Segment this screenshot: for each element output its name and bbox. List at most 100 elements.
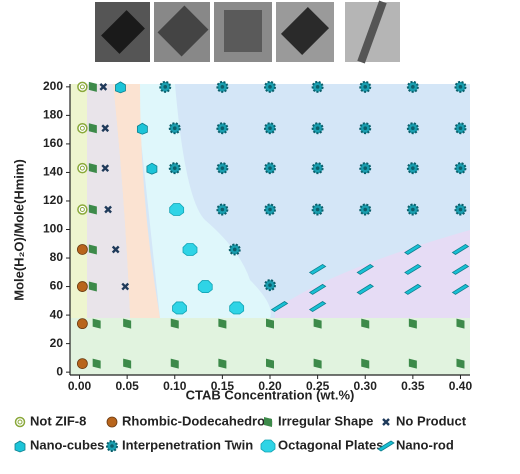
y-tick-label: 200 bbox=[43, 79, 63, 93]
point bbox=[172, 301, 187, 315]
point bbox=[264, 162, 276, 175]
point bbox=[406, 80, 419, 93]
x-axis-title: CTAB Concentration (wt.%) bbox=[186, 387, 355, 402]
marker-part bbox=[88, 123, 97, 134]
marker-part bbox=[76, 281, 88, 292]
point bbox=[123, 358, 132, 369]
marker-part bbox=[92, 318, 101, 329]
point bbox=[264, 203, 276, 216]
point bbox=[111, 245, 120, 254]
point bbox=[92, 318, 101, 329]
marker-part bbox=[229, 301, 245, 315]
micrographs bbox=[95, 0, 400, 64]
point bbox=[77, 162, 88, 174]
point bbox=[451, 283, 470, 295]
point bbox=[404, 283, 422, 295]
legend-icon bbox=[377, 440, 395, 452]
point bbox=[216, 122, 229, 135]
point bbox=[356, 263, 374, 275]
point bbox=[456, 358, 465, 369]
marker-part bbox=[451, 263, 470, 275]
legend-label: Nano-rod bbox=[396, 437, 454, 452]
micrograph-shape bbox=[357, 0, 387, 64]
point bbox=[454, 162, 467, 175]
point bbox=[229, 301, 245, 315]
marker-part bbox=[163, 85, 168, 89]
marker-part bbox=[218, 358, 227, 369]
marker-part bbox=[218, 318, 227, 329]
point bbox=[168, 122, 181, 135]
legend-label: Irregular Shape bbox=[278, 413, 373, 428]
point bbox=[136, 122, 148, 135]
region bbox=[70, 84, 87, 318]
point bbox=[121, 282, 130, 291]
marker-part bbox=[17, 419, 23, 425]
point bbox=[266, 318, 274, 329]
point bbox=[408, 318, 417, 329]
marker-part bbox=[106, 416, 118, 428]
point bbox=[313, 358, 322, 369]
marker-part bbox=[79, 125, 85, 131]
x-tick-label: 0.15 bbox=[211, 379, 235, 393]
y-tick-label: 80 bbox=[50, 250, 64, 264]
marker-part bbox=[101, 124, 110, 133]
y-tick-label: 140 bbox=[43, 165, 63, 179]
marker-part bbox=[92, 358, 101, 369]
y-axis-title: Mole(H₂O)/Mole(Hmim) bbox=[11, 159, 26, 301]
legend-label: Rhombic-Dodecahedron bbox=[122, 413, 273, 428]
marker-part bbox=[363, 126, 368, 131]
marker-part bbox=[458, 126, 463, 131]
point bbox=[168, 162, 181, 175]
marker-part bbox=[76, 358, 88, 369]
point bbox=[197, 280, 213, 293]
marker-part bbox=[268, 207, 272, 212]
marker-part bbox=[88, 244, 97, 255]
marker-part bbox=[411, 126, 415, 131]
marker-part bbox=[404, 283, 422, 295]
point bbox=[216, 80, 229, 93]
x-tick-label: 0.40 bbox=[449, 379, 473, 393]
point bbox=[170, 318, 179, 329]
legend-icon bbox=[14, 440, 26, 453]
x-tick-label: 0.35 bbox=[401, 379, 425, 393]
marker-part bbox=[220, 166, 225, 170]
marker-part bbox=[404, 263, 422, 275]
legend-label: Nano-cubes bbox=[30, 437, 104, 452]
marker-part bbox=[411, 207, 415, 212]
region bbox=[113, 84, 160, 318]
point bbox=[361, 318, 370, 329]
legend-label: Octagonal Plates bbox=[278, 437, 383, 452]
marker-part bbox=[456, 318, 465, 329]
legend-icon bbox=[382, 418, 390, 426]
point bbox=[115, 81, 126, 94]
point bbox=[308, 263, 327, 275]
marker-part bbox=[451, 243, 470, 255]
marker-part bbox=[14, 416, 26, 428]
point bbox=[264, 122, 276, 135]
marker-part bbox=[136, 122, 148, 135]
marker-part bbox=[315, 85, 320, 89]
marker-part bbox=[260, 439, 276, 453]
point bbox=[76, 318, 88, 330]
x-tick-label: 0.30 bbox=[354, 379, 378, 393]
point bbox=[218, 318, 227, 329]
point bbox=[264, 279, 276, 292]
marker-part bbox=[308, 283, 327, 295]
marker-part bbox=[115, 81, 126, 94]
point bbox=[228, 243, 241, 256]
point bbox=[404, 243, 422, 255]
point bbox=[359, 122, 372, 135]
marker-part bbox=[121, 282, 130, 291]
marker-part bbox=[264, 417, 272, 427]
point bbox=[356, 283, 374, 295]
marker-part bbox=[111, 245, 120, 254]
point bbox=[454, 80, 467, 93]
marker-part bbox=[456, 358, 465, 369]
legend-label: Interpenetration Twin bbox=[122, 437, 253, 452]
marker-part bbox=[361, 358, 370, 369]
y-tick-label: 120 bbox=[43, 193, 63, 207]
point bbox=[218, 358, 227, 369]
point bbox=[99, 83, 108, 91]
x-tick-label: 0.25 bbox=[306, 379, 330, 393]
micrograph-shape bbox=[157, 5, 209, 57]
